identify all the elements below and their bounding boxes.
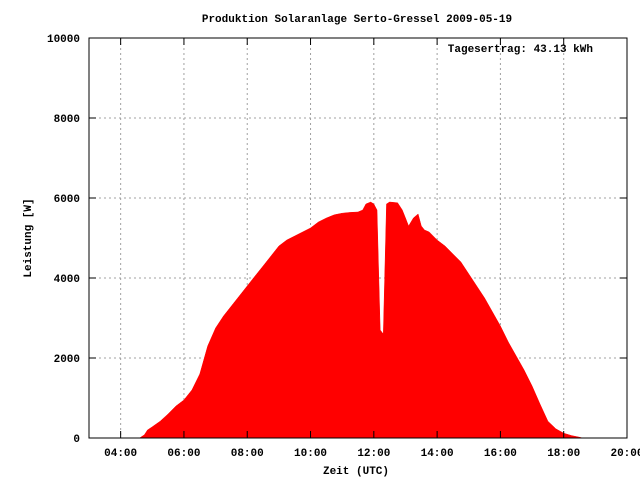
daily-yield-annotation: Tagesertrag: 43.13 kWh [448, 44, 593, 56]
x-tick-label: 12:00 [357, 448, 390, 460]
y-tick-label: 10000 [47, 34, 80, 46]
chart-title: Produktion Solaranlage Serto-Gressel 200… [202, 14, 512, 26]
y-tick-label: 4000 [54, 274, 80, 286]
y-tick-label: 6000 [54, 194, 80, 206]
x-tick-label: 04:00 [104, 448, 137, 460]
area-series [138, 201, 583, 439]
y-tick-label: 0 [73, 434, 80, 446]
y-tick-label: 8000 [54, 114, 80, 126]
x-axis-label: Zeit (UTC) [323, 466, 389, 478]
x-tick-label: 16:00 [484, 448, 517, 460]
x-tick-label: 06:00 [167, 448, 200, 460]
y-axis-label: Leistung [W] [23, 198, 35, 277]
power-area [138, 201, 583, 439]
x-tick-label: 18:00 [547, 448, 580, 460]
x-tick-label: 20:00 [610, 448, 640, 460]
y-tick-label: 2000 [54, 354, 80, 366]
x-tick-label: 08:00 [231, 448, 264, 460]
plot-frame [88, 37, 628, 439]
x-tick-label: 10:00 [294, 448, 327, 460]
x-tick-label: 14:00 [421, 448, 454, 460]
